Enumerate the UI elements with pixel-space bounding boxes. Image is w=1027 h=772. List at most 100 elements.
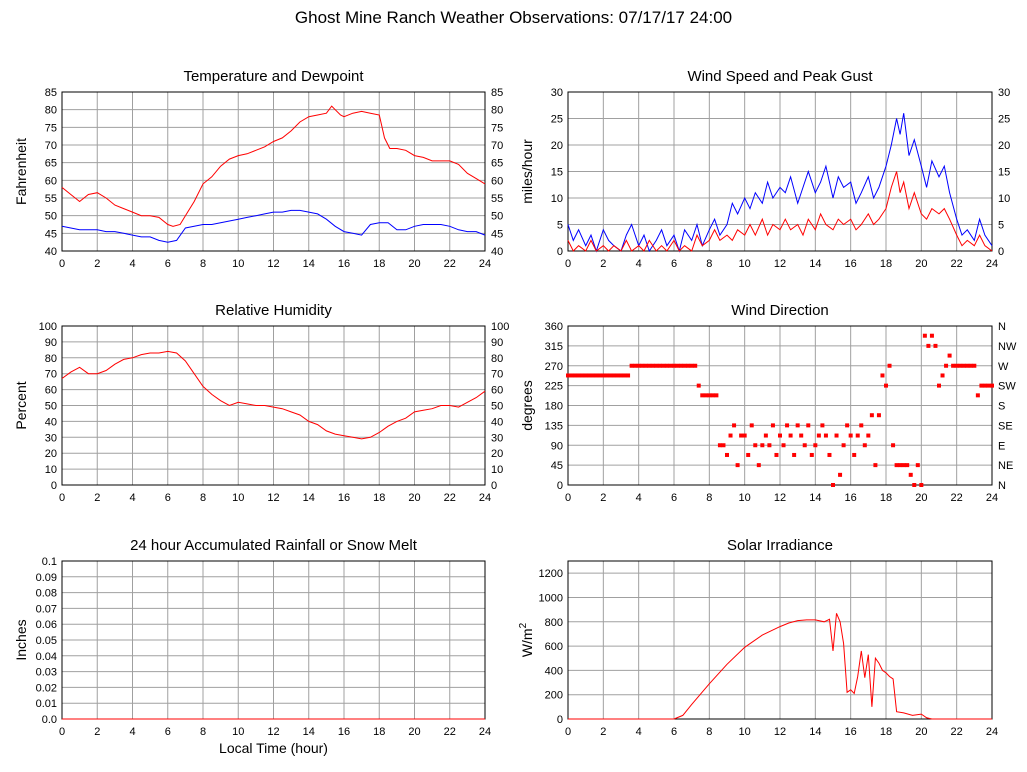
y-right-tick-label: 100 <box>491 321 509 333</box>
y-tick-label: 50 <box>45 401 57 413</box>
y-axis-label: Fahrenheit <box>13 138 29 205</box>
plot-frame <box>61 325 486 486</box>
x-tick-label: 18 <box>880 492 892 504</box>
x-tick-label: 22 <box>444 726 456 738</box>
chart-wdir: 0 2 4 6 8 10 12 14 16 18 20 22 240459013518022527031… <box>519 302 1017 504</box>
y-right-tick-label: 90 <box>491 337 503 349</box>
x-tick-label: 12 <box>267 258 279 270</box>
y-tick-label: 10 <box>45 464 57 476</box>
x-tick-label: 0 <box>565 492 571 504</box>
chart-title: Solar Irradiance <box>727 537 833 554</box>
chart-title: 24 hour Accumulated Rainfall or Snow Mel… <box>130 537 418 554</box>
y-tick-label: 60 <box>45 385 57 397</box>
data-point <box>725 452 729 457</box>
y-tick-label: 0.09 <box>36 572 57 584</box>
data-point <box>679 363 684 368</box>
data-point <box>912 483 917 487</box>
data-point <box>940 373 945 378</box>
plot-frame <box>567 325 993 486</box>
y-tick-label: 270 <box>545 361 563 373</box>
series-line <box>61 209 486 243</box>
y-right-tick-label: N <box>998 480 1006 492</box>
data-point <box>954 363 959 368</box>
x-tick-label: 18 <box>373 726 385 738</box>
y-right-tick-label: 40 <box>491 246 503 258</box>
data-point <box>640 363 645 368</box>
series-line <box>567 171 993 252</box>
y-axis-label-text: Fahrenheit <box>13 138 29 205</box>
y-right-tick-label: 20 <box>998 140 1010 152</box>
x-tick-label: 2 <box>94 726 100 738</box>
data-point <box>707 393 712 398</box>
data-point <box>778 433 782 438</box>
series-line <box>567 113 993 253</box>
data-point <box>859 423 864 428</box>
x-tick-label: 20 <box>915 726 927 738</box>
data-point <box>965 363 970 368</box>
data-point <box>922 333 927 338</box>
y-axis-label-text: miles/hour <box>519 139 535 204</box>
x-tick-label: 22 <box>951 492 963 504</box>
y-right-tick-label: W <box>998 361 1009 373</box>
data-point <box>781 443 786 448</box>
data-point <box>756 463 761 468</box>
y-tick-label: 360 <box>545 321 563 333</box>
series-line <box>61 350 486 440</box>
data-point <box>590 373 595 378</box>
data-point <box>926 343 931 348</box>
x-tick-label: 6 <box>165 726 171 738</box>
data-point <box>668 363 673 368</box>
y-tick-label: 100 <box>39 321 57 333</box>
y-right-tick-label: 50 <box>491 211 503 223</box>
data-point <box>739 433 744 438</box>
data-point <box>672 363 676 368</box>
data-point <box>700 393 705 398</box>
y-tick-label: 70 <box>45 369 57 381</box>
y-right-tick-label: 80 <box>491 353 503 365</box>
plot-frame <box>567 91 993 252</box>
data-point <box>597 373 602 378</box>
x-tick-label: 22 <box>444 258 456 270</box>
data-point <box>908 472 913 477</box>
data-point <box>686 363 691 368</box>
data-point <box>827 452 832 457</box>
data-point <box>763 433 768 438</box>
y-right-tick-label: 75 <box>491 122 503 134</box>
data-point <box>594 373 599 378</box>
x-tick-label: 16 <box>338 726 350 738</box>
x-tick-label: 6 <box>165 492 171 504</box>
y-tick-label: 0.0 <box>42 714 57 726</box>
y-tick-label: 90 <box>551 440 563 452</box>
data-point <box>636 363 641 368</box>
x-tick-label: 2 <box>94 492 100 504</box>
data-point <box>848 433 853 438</box>
y-axis-label: Percent <box>13 381 29 429</box>
y-tick-label: 80 <box>45 105 57 117</box>
y-right-tick-label: 70 <box>491 140 503 152</box>
data-point <box>986 383 991 388</box>
data-point <box>919 483 924 487</box>
data-point <box>696 383 701 388</box>
data-point <box>838 472 843 477</box>
x-tick-label: 16 <box>845 258 857 270</box>
y-axis-label: Inches <box>13 619 29 660</box>
data-point <box>933 343 938 348</box>
chart-title: Temperature and Dewpoint <box>183 68 364 85</box>
x-tick-label: 24 <box>479 492 491 504</box>
x-tick-label: 10 <box>739 258 751 270</box>
y-axis-label-text: degrees <box>519 380 535 431</box>
x-tick-label: 14 <box>303 726 315 738</box>
x-tick-label: 24 <box>986 492 998 504</box>
chart-temp: 0 2 4 6 8 10 12 14 16 18 20 22 244045505560657075808… <box>13 68 503 270</box>
y-tick-label: 600 <box>545 641 563 653</box>
data-point <box>951 363 956 368</box>
x-tick-label: 2 <box>94 258 100 270</box>
chart-rh: 0 2 4 6 8 10 12 14 16 18 20 22 240102030405060708090… <box>13 302 509 504</box>
y-tick-label: 5 <box>557 220 563 232</box>
data-point <box>710 393 715 398</box>
y-tick-label: 1000 <box>539 592 563 604</box>
y-tick-label: 200 <box>545 690 563 702</box>
data-point <box>799 433 804 438</box>
y-tick-label: 30 <box>45 432 57 444</box>
